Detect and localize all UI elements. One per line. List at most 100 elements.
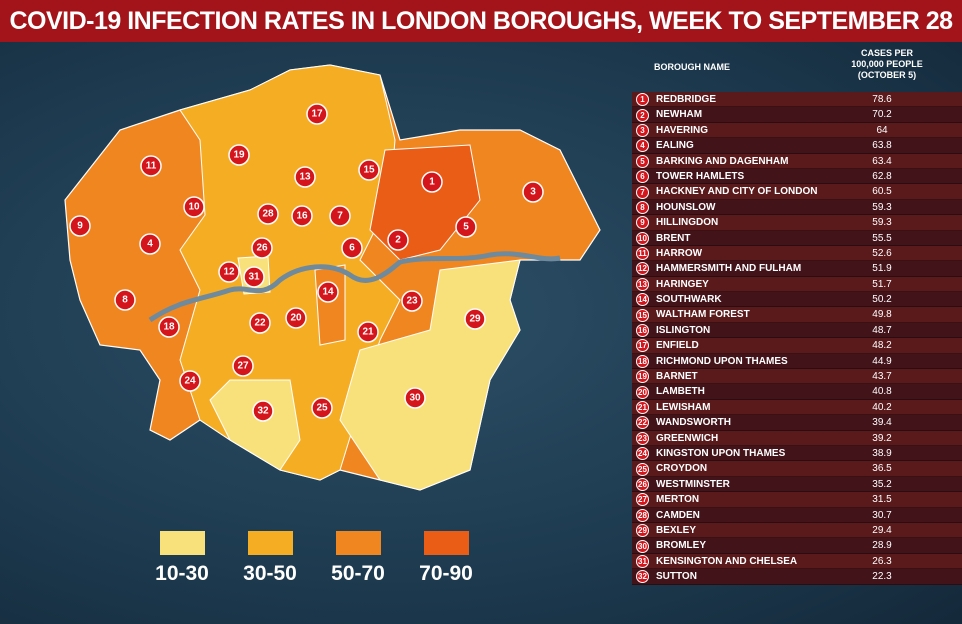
table-row: 8 HOUNSLOW 59.3 [632,199,962,216]
marker-label: 10 [188,202,200,213]
borough-name: BARNET [656,371,698,383]
rank-badge: 2 [636,108,649,122]
case-rate: 39.4 [872,417,892,429]
case-rate: 48.2 [872,340,892,352]
borough-name: LAMBETH [656,386,705,398]
case-rate: 51.9 [872,263,892,275]
borough-name: ISLINGTON [656,324,711,336]
table-row: 30 BROMLEY 28.9 [632,538,962,554]
marker-circle [232,355,254,377]
borough-marker: 1 [421,171,443,193]
case-rate: 39.2 [872,432,892,444]
table-body: 1 REDBRIDGE 78.6 2 NEWHAM 70.2 3 HAVERING 64 4 EAL… [632,92,962,585]
case-rate: 50.2 [872,294,892,306]
marker-circle [464,308,486,330]
marker-label: 8 [122,295,128,306]
table-row: 29 BEXLEY 29.4 [632,522,962,539]
marker-label: 22 [254,318,266,329]
case-rate: 63.4 [872,155,892,167]
rank-badge: 19 [636,370,649,384]
marker-circle [421,171,443,193]
borough-name: MERTON [656,494,700,506]
marker-label: 16 [296,211,308,222]
borough-name: BEXLEY [656,524,697,536]
borough-marker: 16 [291,205,313,227]
rank-badge: 27 [636,493,649,507]
rank-badge: 12 [636,262,649,276]
column-header: BOROUGH NAME [654,62,730,72]
rank-badge: 5 [636,154,649,168]
rank-badge: 28 [636,508,649,522]
table-row: 1 REDBRIDGE 78.6 [632,92,962,108]
case-rate: 36.5 [872,463,892,475]
marker-circle [139,233,161,255]
marker-label: 13 [299,172,311,183]
legend-swatch [336,531,381,555]
table-row: 25 CROYDON 36.5 [632,461,962,477]
marker-circle [257,203,279,225]
marker-label: 5 [463,222,469,233]
table-row: 2 NEWHAM 70.2 [632,107,962,123]
table-row: 15 WALTHAM FOREST 49.8 [632,307,962,323]
borough-marker: 14 [317,281,339,303]
legend-swatch [160,531,205,555]
table-row: 7 HACKNEY AND CITY OF LONDON 60.5 [632,184,962,200]
borough-name: WALTHAM FOREST [656,309,750,321]
borough-name: TOWER HAMLETS [656,170,745,182]
table-row: 3 HAVERING 64 [632,122,962,139]
case-rate: 29.4 [872,524,892,536]
marker-label: 23 [406,296,418,307]
marker-label: 17 [311,109,323,120]
case-rate: 38.9 [872,447,892,459]
rank-badge: 16 [636,324,649,338]
borough-name: BROMLEY [656,540,706,552]
table-row: 16 ISLINGTON 48.7 [632,322,962,339]
borough-marker: 20 [285,307,307,329]
table-row: 18 RICHMOND UPON THAMES 44.9 [632,353,962,370]
legend-swatch [424,531,469,555]
borough-marker: 13 [294,166,316,188]
borough-name: EALING [656,140,694,152]
case-rate: 59.3 [872,201,892,213]
borough-name: LEWISHAM [656,401,711,413]
table-row: 13 HARINGEY 51.7 [632,276,962,293]
marker-label: 25 [316,403,328,414]
case-rate: 40.8 [872,386,892,398]
marker-circle [358,159,380,181]
rank-badge: 24 [636,447,649,461]
table-row: 4 EALING 63.8 [632,138,962,154]
case-rate: 49.8 [872,309,892,321]
marker-circle [294,166,316,188]
marker-label: 9 [77,221,83,232]
marker-circle [522,181,544,203]
borough-marker: 28 [257,203,279,225]
borough-marker: 7 [329,205,351,227]
rank-badge: 1 [636,93,649,107]
case-rate: 44.9 [872,355,892,367]
borough-name: SOUTHWARK [656,294,722,306]
borough-marker: 29 [464,308,486,330]
case-rate: 62.8 [872,170,892,182]
borough-marker: 18 [158,316,180,338]
rank-badge: 18 [636,354,649,368]
table-row: 12 HAMMERSMITH AND FULHAM 51.9 [632,261,962,277]
borough-marker: 2 [387,229,409,251]
title: COVID-19 INFECTION RATES IN LONDON BOROU… [0,0,962,42]
marker-circle [140,155,162,177]
rank-badge: 23 [636,431,649,445]
marker-circle [341,237,363,259]
marker-circle [243,266,265,288]
borough-marker: 6 [341,237,363,259]
marker-circle [218,261,240,283]
borough-marker: 25 [311,397,333,419]
rank-badge: 4 [636,139,649,153]
borough-marker: 24 [179,370,201,392]
rank-badge: 6 [636,170,649,184]
borough-name: HOUNSLOW [656,201,716,213]
marker-circle [401,290,423,312]
case-rate: 70.2 [872,109,892,121]
table-row: 24 KINGSTON UPON THAMES 38.9 [632,445,962,462]
marker-circle [329,205,351,227]
borough-marker: 5 [455,216,477,238]
table-row: 27 MERTON 31.5 [632,492,962,508]
